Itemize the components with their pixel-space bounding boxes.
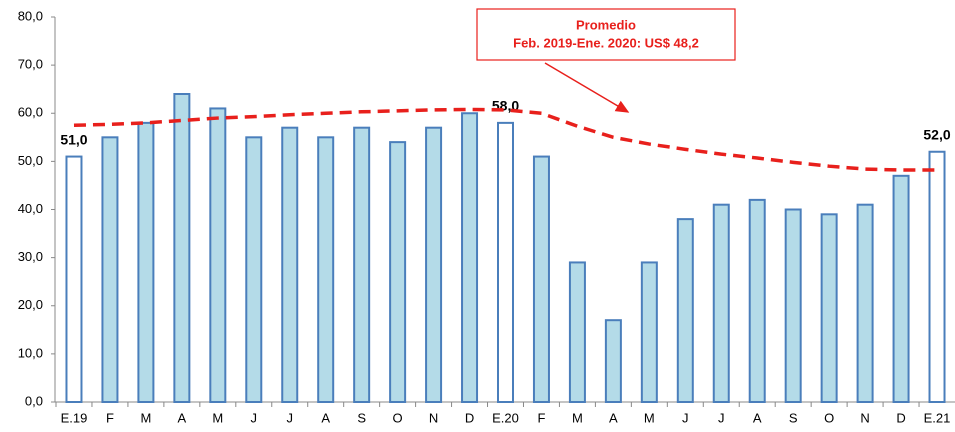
bar [712,203,730,403]
x-tick-label: M [212,410,223,425]
bar [892,174,910,403]
bar [317,136,335,403]
bar [281,126,299,403]
y-tick-label: 40,0 [18,201,43,216]
x-tick-label: N [429,410,438,425]
x-tick-label: J [286,410,293,425]
y-tick-label: 10,0 [18,345,43,360]
y-tick-label: 60,0 [18,105,43,120]
x-tick-label: O [393,410,403,425]
annotation-text: Feb. 2019-Ene. 2020: US$ 48,2 [513,35,699,50]
bar [173,93,191,403]
x-tick-label: E.19 [61,410,88,425]
value-label: 51,0 [60,131,87,147]
bar [389,141,407,403]
x-tick-label: A [178,410,187,425]
y-tick-label: 0,0 [25,393,43,408]
line [73,107,938,172]
y-tick-label: 80,0 [18,8,43,23]
bar [640,261,658,403]
bar [497,121,514,403]
bar [461,112,479,403]
y-tick-label: 70,0 [18,57,43,72]
bar [568,261,586,403]
x-tick-label: E.21 [924,410,951,425]
y-tick-label: 30,0 [18,249,43,264]
x-tick-label: M [140,410,151,425]
bar [65,155,83,403]
bar [532,155,550,403]
x-tick-label: F [537,410,545,425]
annotation-arrow [544,62,630,113]
x-tick-label: S [357,410,366,425]
bar [820,213,838,403]
bar [856,203,874,403]
x-tick-label: A [753,410,762,425]
bar [209,107,227,403]
bar [748,198,766,403]
x-tick-label: A [321,410,330,425]
x-tick-label: N [860,410,869,425]
bar [604,319,622,403]
x-tick-label: A [609,410,618,425]
x-tick-label: J [718,410,725,425]
bar [245,136,263,403]
bar [425,126,443,403]
value-label: 52,0 [923,126,950,142]
x-tick-label: S [789,410,798,425]
y-tick-label: 20,0 [18,297,43,312]
x-tick-label: M [572,410,583,425]
annotation-text: Promedio [576,17,636,32]
bar [353,126,371,403]
x-tick-label: J [251,410,258,425]
bar [676,218,694,403]
x-tick-label: J [682,410,689,425]
x-tick-label: O [824,410,834,425]
x-tick-label: M [644,410,655,425]
bar [137,121,155,403]
x-tick-label: F [106,410,114,425]
bar [784,208,802,403]
bar [101,136,119,403]
annotation-box [476,8,736,61]
x-tick-label: D [465,410,474,425]
bar [928,150,946,403]
y-tick-label: 50,0 [18,153,43,168]
x-tick-label: E.20 [492,410,519,425]
x-tick-label: D [896,410,905,425]
